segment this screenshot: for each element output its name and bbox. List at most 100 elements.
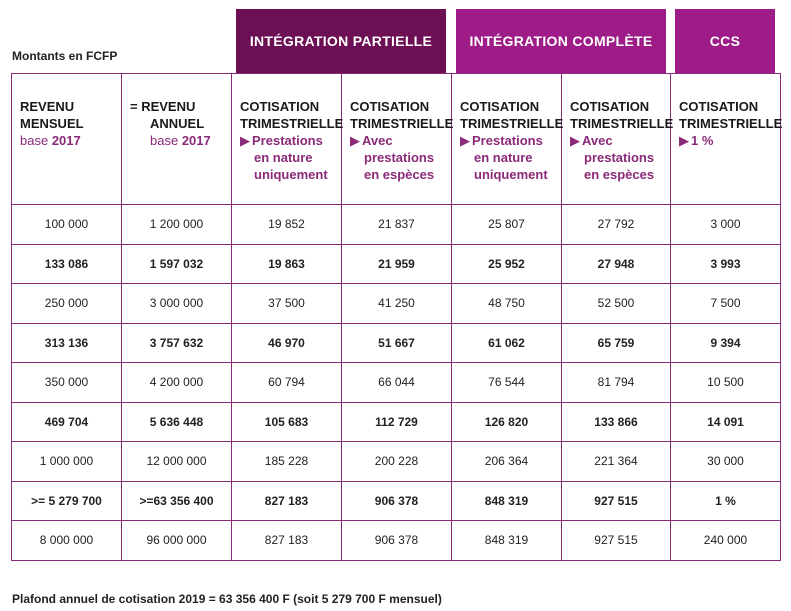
- header-annual-income: = REVENU ANNUEL base 2017: [121, 73, 232, 205]
- table-cell: 105 683: [231, 401, 342, 442]
- table-row: >= 5 279 700 >=63 356 400 827 183 906 378 84…: [11, 480, 781, 521]
- table-cell: 100 000: [11, 204, 122, 245]
- header-line: ANNUEL: [150, 116, 205, 131]
- header-line: REVENU: [20, 99, 75, 114]
- header-line: TRIMESTRIELLE: [460, 116, 564, 131]
- table-cell: 469 704: [11, 401, 122, 442]
- header-base-year: base 2017: [20, 133, 81, 148]
- table-cell: 3 000 000: [121, 283, 232, 324]
- table-cell: 4 200 000: [121, 362, 232, 403]
- table-cell: 200 228: [341, 441, 452, 482]
- table-cell: 19 863: [231, 243, 342, 284]
- contribution-table: REVENU MENSUEL base 2017 = REVENU ANNUEL…: [11, 73, 783, 561]
- table-cell: >= 5 279 700: [11, 480, 122, 521]
- table-cell: 350 000: [11, 362, 122, 403]
- header-line: COTISATION: [570, 99, 650, 114]
- table-cell: 81 794: [561, 362, 671, 403]
- table-cell: 848 319: [451, 480, 562, 521]
- units-label: Montants en FCFP: [12, 49, 118, 63]
- table-cell: 927 515: [561, 480, 671, 521]
- header-option: ▶ Avec prestations en espèces: [570, 133, 655, 182]
- table-cell: 906 378: [341, 520, 452, 561]
- table-cell: 7 500: [670, 283, 781, 324]
- triangle-right-icon: ▶: [570, 133, 580, 148]
- header-complete-in-kind: COTISATION TRIMESTRIELLE ▶ Prestations en…: [451, 73, 564, 205]
- header-line: COTISATION: [679, 99, 759, 114]
- table-cell: 827 183: [231, 480, 342, 521]
- table-cell: 41 250: [341, 283, 452, 324]
- table-cell: 1 200 000: [121, 204, 232, 245]
- table-cell: 250 000: [11, 283, 122, 324]
- table-cell: 30 000: [670, 441, 781, 482]
- table-cell: 61 062: [451, 322, 562, 363]
- header-line: MENSUEL: [20, 116, 84, 131]
- table-cell: 9 394: [670, 322, 781, 363]
- triangle-right-icon: ▶: [460, 133, 470, 148]
- table-cell: 10 500: [670, 362, 781, 403]
- table-cell: 76 544: [451, 362, 562, 403]
- table-cell: 221 364: [561, 441, 671, 482]
- triangle-right-icon: ▶: [240, 133, 250, 148]
- table-cell: 25 952: [451, 243, 562, 284]
- table-cell: 21 959: [341, 243, 452, 284]
- table-cell: 14 091: [670, 401, 781, 442]
- table-cell: 5 636 448: [121, 401, 232, 442]
- header-line: TRIMESTRIELLE: [570, 116, 674, 131]
- table-cell: 133 086: [11, 243, 122, 284]
- table-cell: 60 794: [231, 362, 342, 403]
- table-row: 133 086 1 597 032 19 863 21 959 25 952 27 948…: [11, 243, 781, 284]
- header-line: = REVENU: [130, 99, 196, 114]
- header-option: ▶ 1 %: [679, 133, 714, 148]
- table-cell: 51 667: [341, 322, 452, 363]
- footer-note: Plafond annuel de cotisation 2019 = 63 3…: [12, 592, 442, 606]
- table-cell: 27 948: [561, 243, 671, 284]
- table-cell: 112 729: [341, 401, 452, 442]
- table-cell: 25 807: [451, 204, 562, 245]
- header-line: COTISATION: [240, 99, 320, 114]
- header-option: ▶ Avec prestations en espèces: [350, 133, 435, 182]
- header-partial-in-kind: COTISATION TRIMESTRIELLE ▶ Prestations en…: [231, 73, 344, 205]
- table-cell: 21 837: [341, 204, 452, 245]
- table-cell: 27 792: [561, 204, 671, 245]
- group-header-complete-integration: INTÉGRATION COMPLÈTE: [456, 9, 666, 73]
- table-cell: 927 515: [561, 520, 671, 561]
- table-cell: 46 970: [231, 322, 342, 363]
- group-header-ccs: CCS: [675, 9, 775, 73]
- table-cell: 37 500: [231, 283, 342, 324]
- table-cell: 133 866: [561, 401, 671, 442]
- table-cell: >=63 356 400: [121, 480, 232, 521]
- header-option: ▶ Prestations en nature uniquement: [460, 133, 548, 182]
- table-row: 469 704 5 636 448 105 683 112 729 126 820 133…: [11, 401, 781, 442]
- table-cell: 185 228: [231, 441, 342, 482]
- table-cell: 1 000 000: [11, 441, 122, 482]
- table-cell: 848 319: [451, 520, 562, 561]
- header-line: TRIMESTRIELLE: [240, 116, 344, 131]
- table-row: 1 000 000 12 000 000 185 228 200 228 206 364…: [11, 441, 781, 482]
- header-line: COTISATION: [460, 99, 540, 114]
- table-cell: 313 136: [11, 322, 122, 363]
- table-cell: 240 000: [670, 520, 781, 561]
- header-line: TRIMESTRIELLE: [679, 116, 783, 131]
- table-cell: 66 044: [341, 362, 452, 403]
- table-body: 100 000 1 200 000 19 852 21 837 25 807 27 792…: [11, 204, 781, 561]
- table-cell: 19 852: [231, 204, 342, 245]
- table-cell: 3 993: [670, 243, 781, 284]
- header-line: TRIMESTRIELLE: [350, 116, 454, 131]
- table-row: 100 000 1 200 000 19 852 21 837 25 807 27 792…: [11, 204, 781, 245]
- table-cell: 1 597 032: [121, 243, 232, 284]
- table-cell: 906 378: [341, 480, 452, 521]
- table-cell: 206 364: [451, 441, 562, 482]
- table-cell: 827 183: [231, 520, 342, 561]
- triangle-right-icon: ▶: [350, 133, 360, 148]
- table-cell: 1 %: [670, 480, 781, 521]
- table-row: 250 000 3 000 000 37 500 41 250 48 750 52 500…: [11, 283, 781, 324]
- header-line: COTISATION: [350, 99, 430, 114]
- table-cell: 65 759: [561, 322, 671, 363]
- header-base-year: base 2017: [150, 133, 211, 148]
- table-cell: 8 000 000: [11, 520, 122, 561]
- group-header-partial-integration: INTÉGRATION PARTIELLE: [236, 9, 446, 73]
- table-row: 8 000 000 96 000 000 827 183 906 378 848 319…: [11, 520, 781, 561]
- table-row: 350 000 4 200 000 60 794 66 044 76 544 81 794…: [11, 362, 781, 403]
- table-cell: 12 000 000: [121, 441, 232, 482]
- header-partial-cash: COTISATION TRIMESTRIELLE ▶ Avec prestatio…: [341, 73, 454, 205]
